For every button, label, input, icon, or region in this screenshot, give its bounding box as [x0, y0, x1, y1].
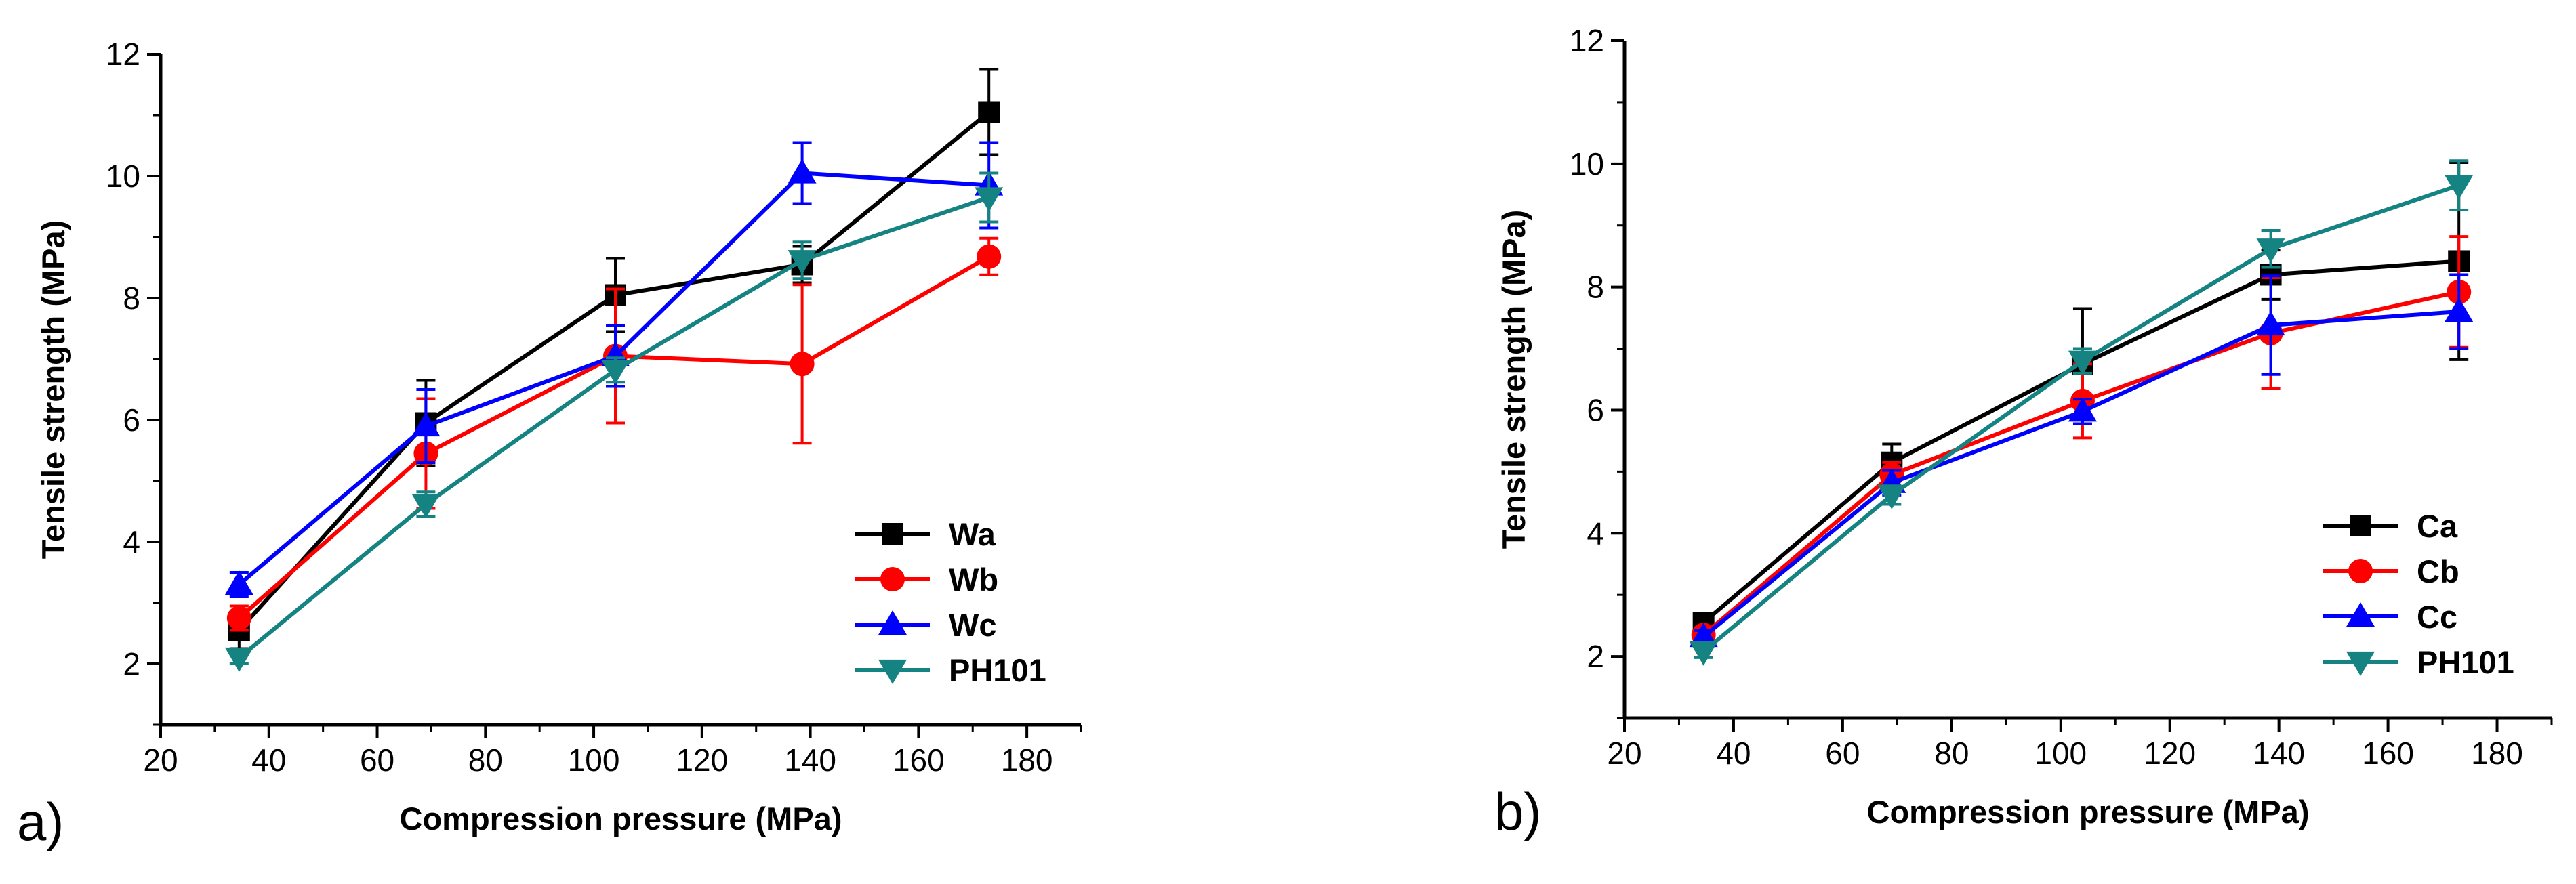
- panel-label: b): [1494, 782, 1541, 841]
- x-tick-label: 40: [251, 742, 286, 778]
- panel-label: a): [17, 792, 64, 851]
- data-point: [788, 250, 817, 275]
- data-point: [2256, 311, 2285, 336]
- x-tick-label: 140: [2253, 736, 2305, 771]
- series-ph101: [1689, 159, 2474, 666]
- y-tick-label: 6: [123, 402, 140, 438]
- y-tick-label: 10: [1570, 146, 1604, 182]
- data-point: [2068, 350, 2097, 375]
- x-tick-label: 100: [2035, 736, 2087, 771]
- data-point: [2445, 297, 2474, 322]
- legend-entry: Cb: [2417, 553, 2459, 589]
- legend-marker: [2350, 515, 2371, 536]
- legend-marker: [880, 567, 905, 591]
- chart-panel-b: 20 40 60 80 100 120 140 160 180 2 4 6 8 10 12 Compressi…: [1494, 23, 2553, 841]
- x-tick-label: 140: [784, 742, 836, 778]
- y-axis-title: Tensile strength (MPa): [1496, 210, 1532, 549]
- chart-panel-a: 20 40 60 80 100 120 140 160 180 2 4 6 8 10 12 Compressi…: [17, 37, 1082, 851]
- x-tick-label: 80: [468, 742, 503, 778]
- x-tick-label: 160: [2362, 736, 2414, 771]
- data-point: [224, 647, 253, 672]
- legend-marker: [2346, 602, 2375, 627]
- y-tick-label: 4: [1587, 515, 1604, 551]
- x-tick-label: 40: [1716, 736, 1751, 771]
- data-point: [2256, 238, 2285, 264]
- y-tick-label: 8: [123, 280, 140, 316]
- legend-marker: [2346, 651, 2375, 676]
- y-tick-label: 10: [106, 159, 140, 194]
- y-tick-label: 8: [1587, 270, 1604, 305]
- legend: Wa Wb Wc PH101: [855, 516, 1046, 688]
- x-tick-label: 180: [1001, 742, 1053, 778]
- legend-marker: [878, 610, 907, 635]
- data-point: [978, 101, 1000, 123]
- legend-entry: Ca: [2417, 508, 2458, 544]
- data-point: [2445, 175, 2474, 200]
- data-point: [1877, 484, 1906, 509]
- y-axis-title: Tensile strength (MPa): [35, 220, 71, 560]
- data-point: [977, 244, 1002, 269]
- legend-entry: PH101: [949, 652, 1046, 688]
- legend: Ca Cb Cc PH101: [2323, 508, 2514, 680]
- data-point: [788, 159, 817, 184]
- legend-entry: Wa: [949, 516, 996, 552]
- series-ph101: [224, 171, 1004, 672]
- x-tick-label: 80: [1934, 736, 1969, 771]
- y-tick-label: 4: [123, 524, 140, 560]
- series-cc: [1689, 273, 2474, 648]
- data-point: [975, 187, 1004, 212]
- data-point: [790, 352, 815, 377]
- x-tick-label: 20: [1607, 736, 1641, 771]
- x-tick-label: 120: [2144, 736, 2196, 771]
- x-tick-label: 160: [893, 742, 945, 778]
- legend-marker: [878, 659, 907, 684]
- series-line: [1702, 289, 2459, 637]
- data-point: [1689, 623, 1718, 648]
- x-tick-label: 60: [1825, 736, 1860, 771]
- data-point: [1689, 641, 1718, 666]
- y-tick-label: 2: [123, 646, 140, 681]
- legend-entry: Wc: [949, 607, 997, 643]
- x-tick-label: 180: [2471, 736, 2523, 771]
- x-tick-label: 100: [568, 742, 620, 778]
- x-axis-title: Compression pressure (MPa): [1867, 794, 2310, 830]
- legend-entry: PH101: [2417, 644, 2514, 680]
- series-cb: [1691, 235, 2472, 648]
- legend-marker: [2348, 559, 2373, 583]
- data-point: [411, 494, 441, 519]
- y-tick-label: 12: [106, 37, 140, 72]
- data-point: [226, 606, 251, 631]
- y-tick-label: 12: [1570, 23, 1604, 58]
- legend-marker: [882, 523, 903, 545]
- data-point: [224, 570, 253, 595]
- x-tick-label: 20: [143, 742, 178, 778]
- data-point: [2068, 397, 2097, 422]
- data-point: [601, 360, 630, 385]
- data-point: [411, 412, 441, 437]
- legend-entry: Cc: [2417, 599, 2457, 635]
- y-tick-label: 6: [1587, 392, 1604, 427]
- y-tick-label: 2: [1587, 639, 1604, 674]
- legend-entry: Wb: [949, 562, 998, 597]
- x-axis-title: Compression pressure (MPa): [400, 801, 842, 837]
- x-tick-label: 120: [676, 742, 728, 778]
- x-tick-label: 60: [360, 742, 394, 778]
